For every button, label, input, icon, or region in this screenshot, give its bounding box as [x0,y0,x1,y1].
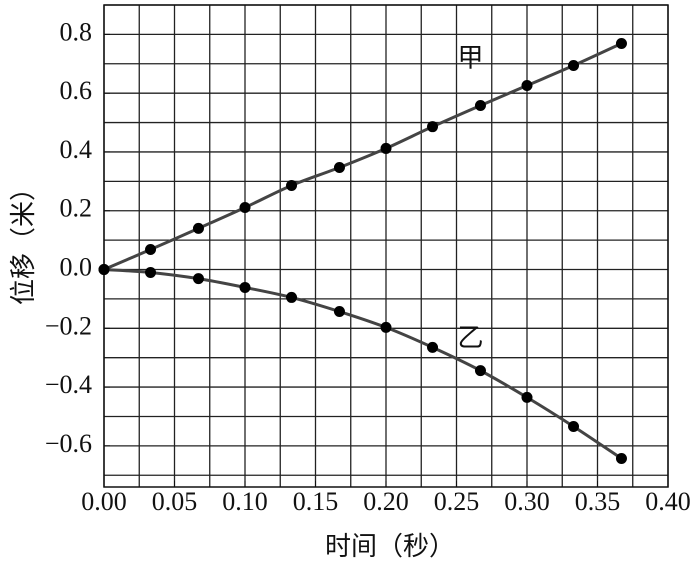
data-point [333,306,345,318]
data-point [427,341,439,353]
data-point [333,162,345,174]
y-tick-label: −0.4 [45,370,92,399]
data-point [380,142,392,154]
series-label: 甲 [457,43,483,72]
data-point [521,80,533,92]
data-point [239,201,251,213]
data-point [615,38,627,50]
y-tick-label: 0.0 [60,252,93,281]
x-tick-label: 0.40 [645,487,691,516]
data-point [568,60,580,72]
series-line [103,268,623,460]
data-point [239,281,251,293]
x-tick-label: 0.20 [363,487,409,516]
data-point [615,452,627,464]
data-point [521,391,533,403]
x-tick-label: 0.35 [575,487,621,516]
series-label: 乙 [457,324,483,353]
data-point [145,244,157,256]
y-tick-label: −0.2 [45,311,92,340]
series-line [103,42,623,271]
x-tick-label: 0.15 [293,487,339,516]
data-point [474,365,486,377]
data-point [474,100,486,112]
y-tick-label: 0.6 [60,76,93,105]
data-point [192,273,204,285]
y-tick-label: 0.8 [60,17,93,46]
data-point [286,179,298,191]
data-point [98,264,110,276]
data-point [568,420,580,432]
data-point [145,266,157,278]
data-point [380,321,392,333]
data-point [286,291,298,303]
y-tick-label: −0.6 [45,429,92,458]
y-axis-label: 位移（米） [9,175,38,305]
data-point [192,222,204,234]
data-point [427,121,439,133]
y-tick-label: 0.2 [60,194,93,223]
x-axis-label: 时间（秒） [325,532,455,561]
x-tick-label: 0.10 [222,487,268,516]
x-tick-label: 0.25 [434,487,480,516]
x-tick-label: 0.30 [504,487,550,516]
x-tick-label: 0.05 [152,487,198,516]
x-tick-label: 0.00 [81,487,127,516]
y-tick-label: 0.4 [60,135,93,164]
